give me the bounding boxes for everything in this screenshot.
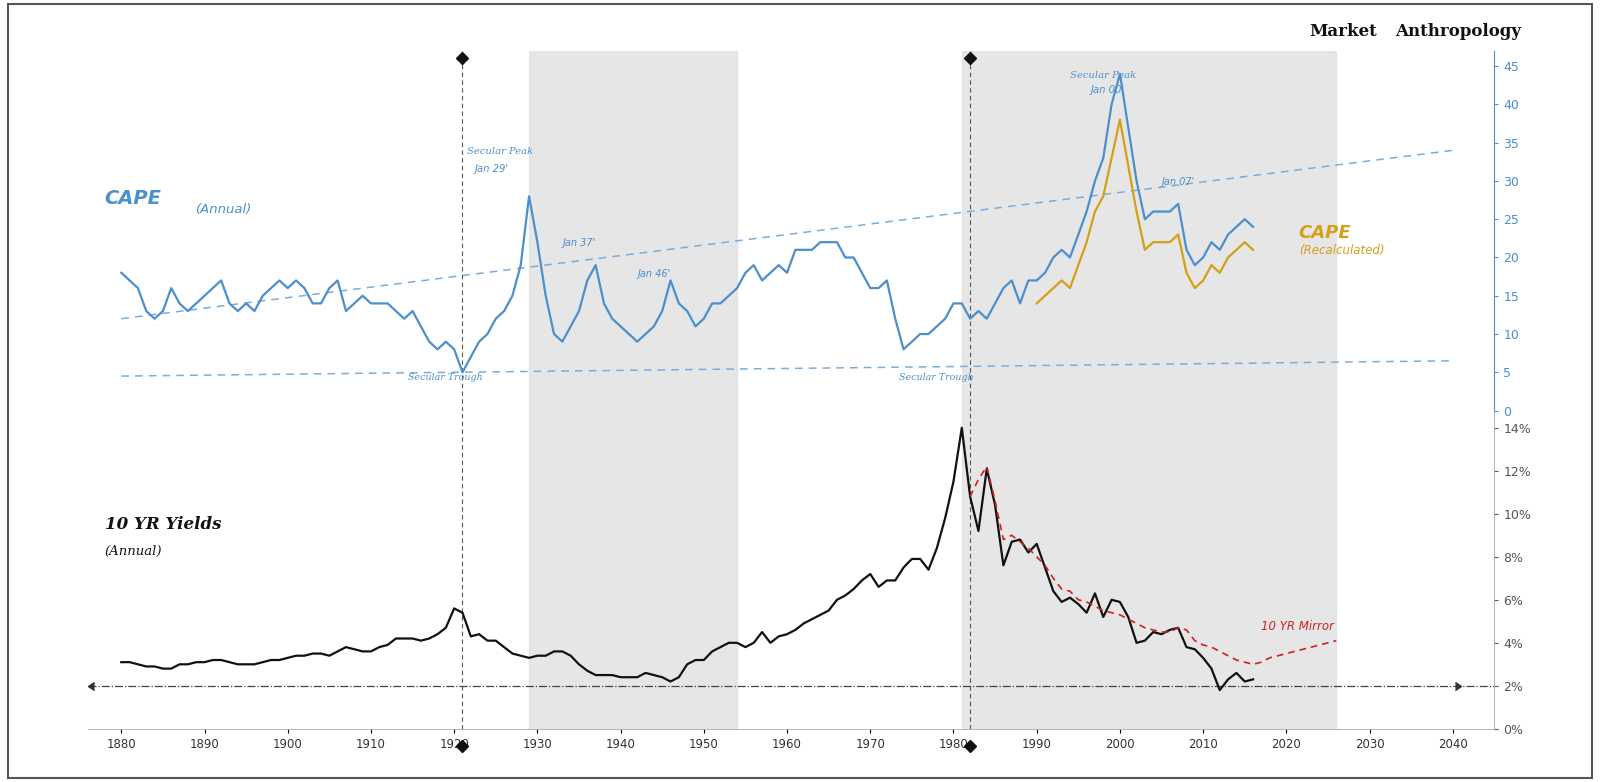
Text: (Annual): (Annual) bbox=[197, 203, 253, 216]
Text: Jan 29': Jan 29' bbox=[475, 163, 509, 174]
Text: Anthropology: Anthropology bbox=[1395, 23, 1522, 41]
Text: CAPE: CAPE bbox=[1299, 224, 1352, 242]
Text: (Annual): (Annual) bbox=[104, 544, 162, 558]
Text: Secular Trough: Secular Trough bbox=[899, 373, 974, 382]
Text: Secular Trough: Secular Trough bbox=[408, 373, 483, 382]
Text: Jan 00': Jan 00' bbox=[1091, 85, 1125, 95]
Text: Jan 37': Jan 37' bbox=[562, 238, 595, 248]
Text: 10 YR Mirror: 10 YR Mirror bbox=[1261, 620, 1334, 633]
Text: Jan 07': Jan 07' bbox=[1162, 177, 1195, 187]
Bar bbox=[530, 411, 738, 729]
Text: Market: Market bbox=[1309, 23, 1376, 41]
Text: CAPE: CAPE bbox=[104, 189, 162, 208]
Text: Jan 46': Jan 46' bbox=[637, 268, 670, 278]
Bar bbox=[962, 51, 1336, 411]
Bar bbox=[530, 51, 738, 411]
Text: Secular Peak: Secular Peak bbox=[467, 147, 533, 156]
Bar bbox=[962, 411, 1336, 729]
Text: Secular Peak: Secular Peak bbox=[1070, 70, 1136, 80]
Text: (Recalculated): (Recalculated) bbox=[1299, 244, 1384, 256]
Text: 10 YR Yields: 10 YR Yields bbox=[104, 516, 221, 533]
